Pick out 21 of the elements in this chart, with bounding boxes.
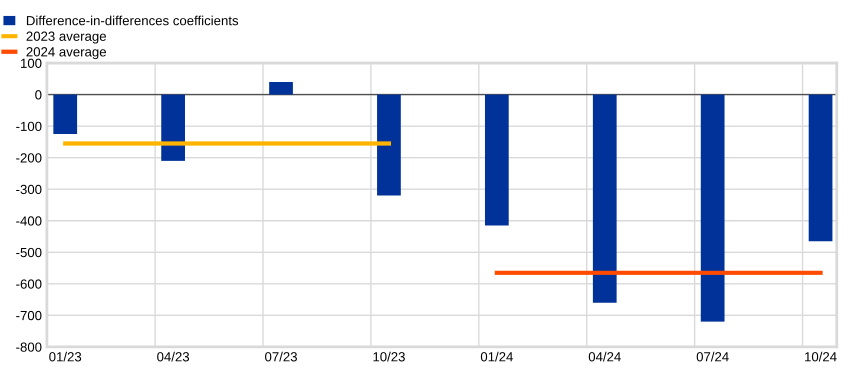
legend-label: 2024 average — [26, 47, 106, 60]
x-tick-label: 01/23 — [49, 352, 82, 362]
y-tick-label: -800 — [16, 342, 42, 352]
y-tick-label: -600 — [16, 279, 42, 289]
y-tick-label: -400 — [16, 216, 42, 226]
legend-label: 2023 average — [26, 32, 106, 44]
y-tick-label: -200 — [16, 153, 42, 163]
y-tick-label: 100 — [21, 58, 42, 68]
x-tick-label: 10/24 — [805, 352, 837, 362]
legend-label: Difference-in-differences coefficients — [26, 16, 238, 26]
x-tick-label: 04/23 — [157, 352, 190, 362]
y-tick-label: -100 — [16, 122, 42, 132]
y-tick-label: -500 — [16, 248, 42, 258]
x-tick-label: 04/24 — [588, 352, 621, 362]
y-tick-label: -700 — [16, 310, 42, 320]
x-tick-label: 01/24 — [480, 352, 513, 362]
x-tick-label: 07/23 — [265, 352, 297, 362]
y-tick-label: 0 — [35, 90, 42, 100]
x-tick-label: 07/24 — [696, 352, 729, 362]
x-tick-label: 10/23 — [373, 352, 405, 362]
y-tick-label: -300 — [16, 184, 42, 194]
